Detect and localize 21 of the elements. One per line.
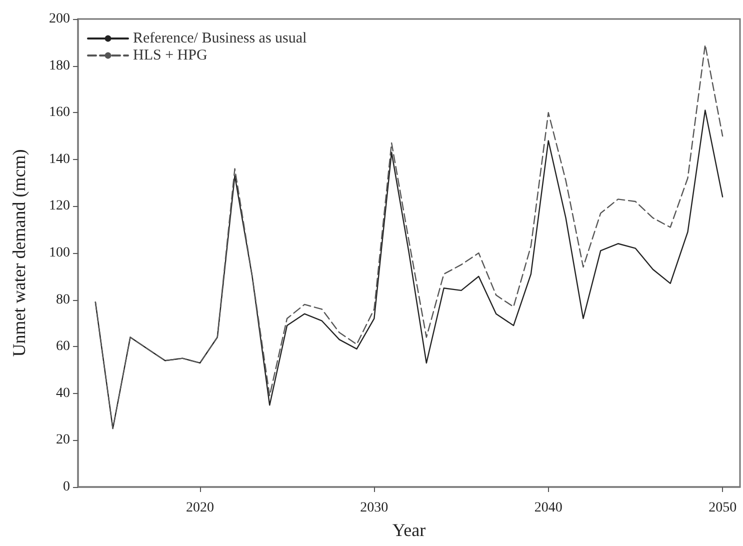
y-tick-label: 0	[63, 480, 70, 494]
line-series	[94, 110, 724, 430]
x-axis-title: Year	[392, 520, 426, 540]
y-tick-label: 60	[56, 339, 70, 354]
y-tick-label: 20	[56, 432, 70, 448]
line-series	[94, 44, 724, 430]
y-tick-label: 160	[49, 105, 70, 120]
y-tick-label: 80	[56, 292, 70, 308]
y-tick-label: 140	[49, 152, 70, 167]
y-tick-label: 40	[56, 386, 70, 401]
x-tick-label: 2050	[708, 500, 737, 516]
x-tick-label: 2040	[534, 500, 562, 516]
y-axis-title: Unmet water demand (mcm)	[9, 149, 29, 357]
y-tick-label: 180	[49, 58, 70, 74]
x-tick-label: 2020	[186, 500, 214, 516]
y-tick-label: 120	[49, 198, 70, 214]
y-tick-label: 200	[49, 12, 70, 26]
legend-label: Reference/ Business as usual	[133, 30, 307, 46]
legend-label: HLS + HPG	[133, 48, 208, 64]
y-tick-label: 100	[49, 246, 70, 260]
x-tick-label: 2030	[360, 500, 388, 516]
